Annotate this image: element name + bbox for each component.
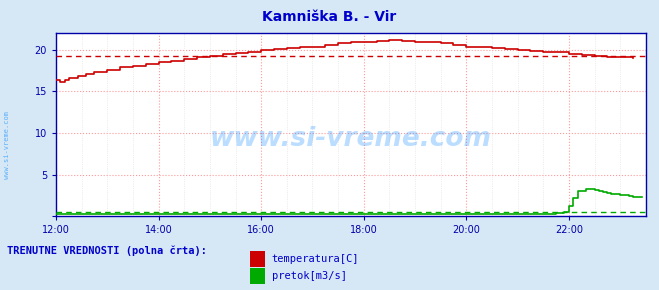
Text: temperatura[C]: temperatura[C] <box>272 254 359 264</box>
Text: www.si-vreme.com: www.si-vreme.com <box>3 111 10 179</box>
Text: pretok[m3/s]: pretok[m3/s] <box>272 271 347 281</box>
Text: Kamniška B. - Vir: Kamniška B. - Vir <box>262 10 397 24</box>
Text: www.si-vreme.com: www.si-vreme.com <box>210 126 492 152</box>
Text: TRENUTNE VREDNOSTI (polna črta):: TRENUTNE VREDNOSTI (polna črta): <box>7 245 206 255</box>
